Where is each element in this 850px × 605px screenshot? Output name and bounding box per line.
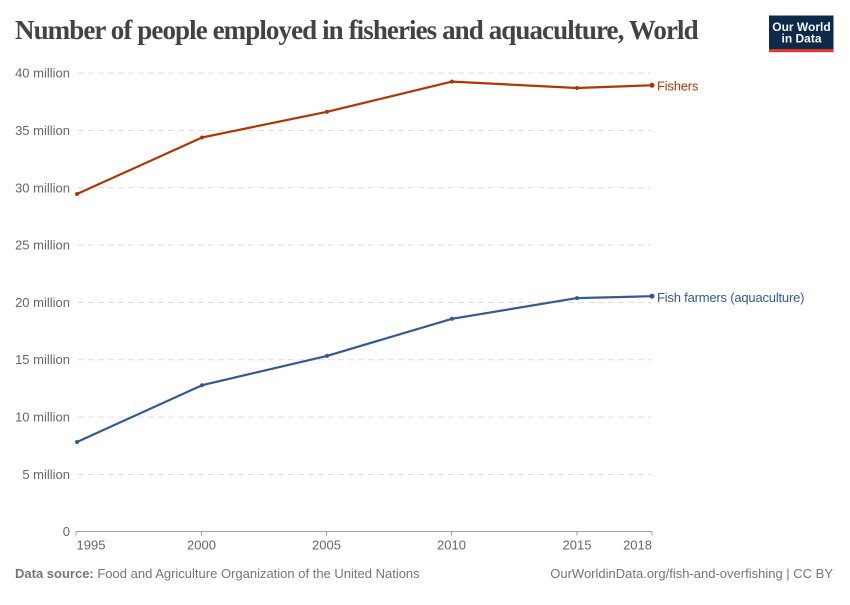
svg-text:2018: 2018	[623, 538, 652, 553]
svg-text:0: 0	[63, 524, 70, 539]
svg-text:15 million: 15 million	[15, 352, 70, 367]
svg-text:25 million: 25 million	[15, 238, 70, 253]
svg-text:Our World: Our World	[772, 20, 830, 34]
svg-text:Number of people employed in f: Number of people employed in fisheries a…	[15, 15, 699, 45]
svg-text:2000: 2000	[187, 538, 216, 553]
svg-text:2005: 2005	[312, 538, 341, 553]
svg-text:40 million: 40 million	[15, 66, 70, 81]
svg-text:Data source: Food and Agricult: Data source: Food and Agriculture Organi…	[15, 566, 420, 581]
svg-text:Fishers: Fishers	[657, 79, 699, 94]
svg-text:10 million: 10 million	[15, 410, 70, 425]
svg-text:Fish farmers (aquaculture): Fish farmers (aquaculture)	[657, 290, 804, 305]
svg-text:35 million: 35 million	[15, 123, 70, 138]
svg-text:2015: 2015	[563, 538, 592, 553]
svg-text:OurWorldinData.org/fish-and-ov: OurWorldinData.org/fish-and-overfishing …	[550, 566, 833, 581]
svg-text:in Data: in Data	[781, 32, 821, 46]
svg-text:1995: 1995	[77, 538, 106, 553]
svg-text:20 million: 20 million	[15, 295, 70, 310]
svg-text:2010: 2010	[437, 538, 466, 553]
svg-text:5 million: 5 million	[22, 467, 70, 482]
svg-text:30 million: 30 million	[15, 180, 70, 195]
